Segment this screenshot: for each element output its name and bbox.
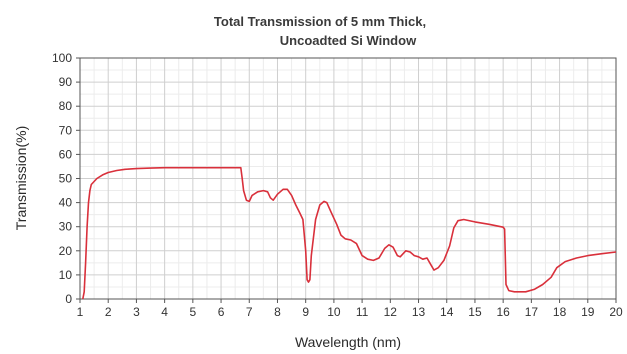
x-tick-label: 20 <box>609 305 623 319</box>
x-tick-label: 18 <box>553 305 567 319</box>
x-tick-label: 19 <box>581 305 595 319</box>
y-tick-label: 80 <box>59 99 73 113</box>
y-tick-label: 90 <box>59 75 73 89</box>
y-tick-label: 70 <box>59 123 73 137</box>
x-axis-ticks: 1 2 3 4 5 6 7 8 9 10 11 12 13 14 15 16 17 18 19 20 <box>77 299 623 319</box>
x-tick-label: 7 <box>246 305 253 319</box>
x-tick-label: 5 <box>189 305 196 319</box>
x-tick-label: 13 <box>412 305 426 319</box>
y-tick-label: 40 <box>59 196 73 210</box>
y-tick-label: 0 <box>65 292 72 306</box>
x-axis-label: Wavelength (nm) <box>295 334 401 350</box>
x-tick-label: 9 <box>302 305 309 319</box>
x-tick-label: 2 <box>105 305 112 319</box>
x-tick-label: 11 <box>356 305 369 319</box>
chart-title-line-2: Uncoadted Si Window <box>280 33 417 48</box>
x-tick-label: 15 <box>468 305 482 319</box>
x-tick-label: 14 <box>440 305 454 319</box>
y-tick-label: 10 <box>59 268 73 282</box>
y-tick-label: 50 <box>59 172 73 186</box>
y-tick-label: 60 <box>59 147 73 161</box>
y-axis-label: Transmission(%) <box>13 126 29 231</box>
x-tick-label: 16 <box>496 305 510 319</box>
y-tick-label: 100 <box>52 51 72 65</box>
x-tick-label: 3 <box>133 305 140 319</box>
y-axis-ticks: 0 10 20 30 40 50 60 70 80 90 100 <box>52 51 80 306</box>
chart-title-line-1: Total Transmission of 5 mm Thick, <box>214 14 426 29</box>
x-tick-label: 4 <box>161 305 168 319</box>
y-tick-label: 20 <box>59 244 73 258</box>
x-tick-label: 1 <box>77 305 84 319</box>
x-tick-label: 6 <box>218 305 225 319</box>
x-tick-label: 8 <box>274 305 281 319</box>
x-tick-label: 17 <box>525 305 539 319</box>
y-tick-label: 30 <box>59 220 73 234</box>
x-tick-label: 12 <box>384 305 398 319</box>
x-tick-label: 10 <box>327 305 341 319</box>
transmission-curve <box>82 166 617 300</box>
